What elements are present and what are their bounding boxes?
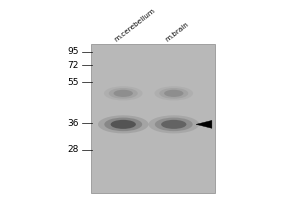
Ellipse shape — [154, 86, 193, 100]
Ellipse shape — [111, 120, 136, 129]
Text: m.cerebellum: m.cerebellum — [114, 7, 157, 43]
Ellipse shape — [104, 86, 142, 100]
Text: m.brain: m.brain — [164, 21, 190, 43]
Bar — [91, 44, 215, 193]
Ellipse shape — [155, 118, 193, 131]
Polygon shape — [196, 120, 212, 128]
Ellipse shape — [98, 115, 148, 133]
Ellipse shape — [104, 118, 142, 131]
Text: 55: 55 — [67, 78, 79, 87]
Text: 95: 95 — [67, 47, 79, 56]
Ellipse shape — [114, 90, 133, 97]
Ellipse shape — [164, 90, 183, 97]
Text: 72: 72 — [67, 61, 79, 70]
Ellipse shape — [109, 88, 138, 99]
Text: 28: 28 — [67, 145, 79, 154]
Ellipse shape — [159, 88, 188, 99]
Ellipse shape — [148, 115, 199, 133]
Ellipse shape — [161, 120, 186, 129]
Text: 36: 36 — [67, 119, 79, 128]
